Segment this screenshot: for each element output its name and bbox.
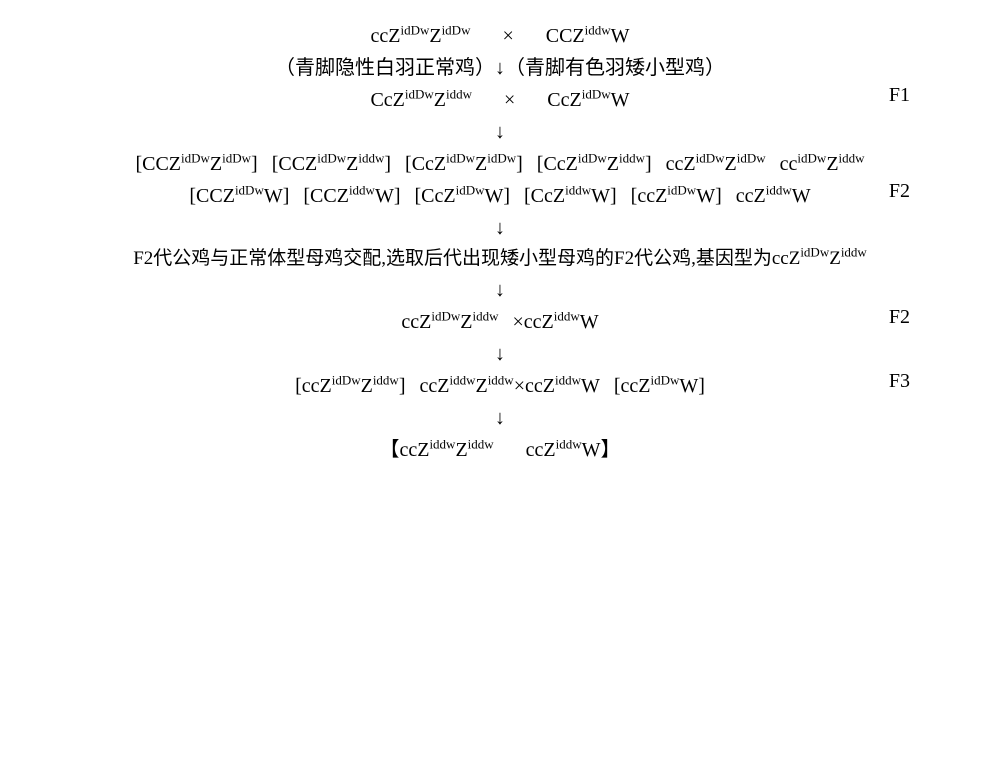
- f2-male-geno: [CcZidDwZidDw]: [405, 148, 523, 180]
- breeding-diagram: ccZidDwZidDw × CCZiddwW （青脚隐性白羽正常鸡）↓（青脚有…: [0, 0, 1000, 759]
- f2-female-geno: ccZiddwW: [736, 180, 811, 212]
- f2-male-geno: [CCZidDwZiddw]: [272, 148, 391, 180]
- f2-males-row: [CCZidDwZidDw] [CCZidDwZiddw] [CcZidDwZidD…: [40, 148, 960, 180]
- f2-male-geno: ccZidDwZidDw: [666, 148, 766, 180]
- parental-names: （青脚隐性白羽正常鸡）↓（青脚有色羽矮小型鸡）: [40, 52, 960, 84]
- arrow-icon: ↓: [40, 276, 960, 304]
- f3-row: [ccZidDwZiddw] ccZiddwZiddw × ccZiddwW […: [40, 370, 960, 402]
- f2-female-geno: [CCZidDwW]: [189, 180, 289, 212]
- f2-female-geno: [CcZiddwW]: [524, 180, 617, 212]
- testcross-description: F2代公鸡与正常体型母鸡交配,选取后代出现矮小型母鸡的F2代公鸡,基因型为 cc…: [40, 244, 960, 274]
- f2-female-geno: [CCZiddwW]: [303, 180, 400, 212]
- arrow-icon: ↓: [40, 404, 960, 432]
- arrow-icon: ↓: [40, 118, 960, 146]
- parental-cross: ccZidDwZidDw × CCZiddwW: [40, 20, 960, 52]
- f2-females-row: [CCZidDwW] [CCZiddwW] [CcZidDwW] [CcZiddwW]…: [40, 180, 960, 212]
- cross-symbol: ×: [502, 20, 513, 52]
- gen-label-f2b: F2: [889, 306, 910, 329]
- f1-cross: CcZidDwZiddw × CcZidDwW: [40, 84, 960, 116]
- f2-female-geno: [CcZidDwW]: [414, 180, 510, 212]
- f2-male-geno: [CCZidDwZidDw]: [135, 148, 257, 180]
- gen-label-f3: F3: [889, 370, 910, 393]
- p-female-geno: ccZidDwZidDw: [370, 20, 470, 52]
- gen-label-f2: F2: [889, 180, 910, 203]
- final-result: 【 ccZiddwZiddw ccZiddwW 】: [40, 434, 960, 466]
- gen-label-f1: F1: [889, 84, 910, 107]
- f2-male-geno: ccidDwZiddw: [780, 148, 865, 180]
- f2-male-geno: [CcZidDwZiddw]: [537, 148, 652, 180]
- f2-selected-cross: ccZidDwZiddw × ccZiddwW: [40, 306, 960, 338]
- arrow-icon: ↓: [40, 214, 960, 242]
- arrow-icon: ↓: [40, 340, 960, 368]
- f2-female-geno: [ccZidDwW]: [631, 180, 722, 212]
- p-male-geno: CCZiddwW: [546, 20, 630, 52]
